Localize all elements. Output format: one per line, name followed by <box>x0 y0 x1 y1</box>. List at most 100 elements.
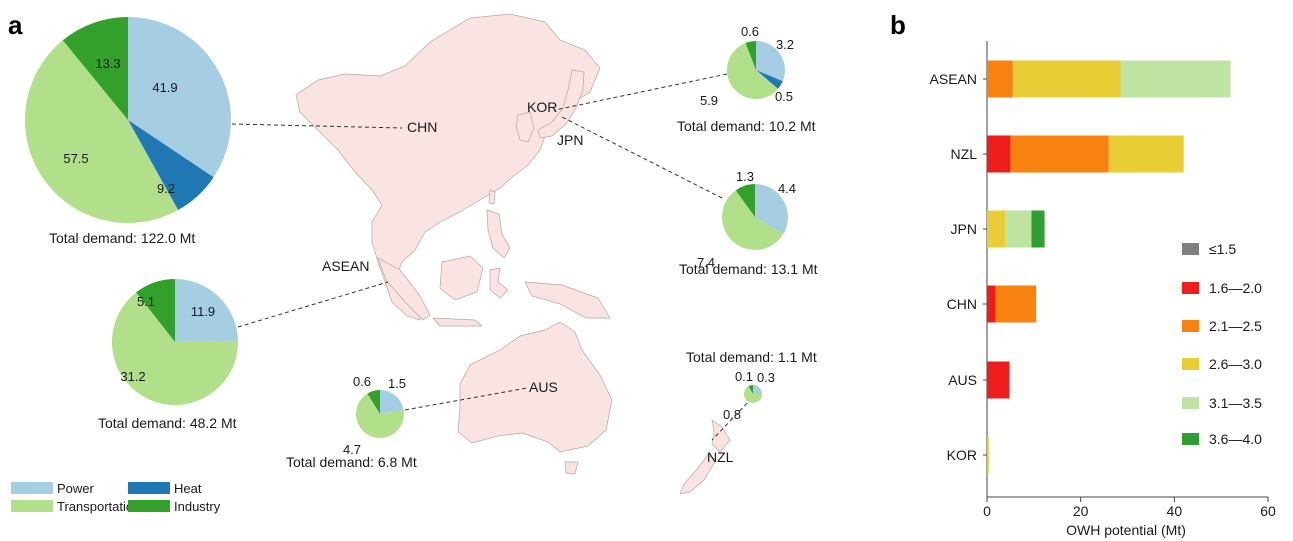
legend-swatch-transportation <box>11 500 53 512</box>
legend-label-industry: Industry <box>174 499 221 514</box>
map-nz-north <box>711 419 731 453</box>
pie-label-aus-industry: 0.6 <box>353 374 371 389</box>
total-demand-chn: Total demand: 122.0 Mt <box>49 230 195 246</box>
pie-kor: 3.2 0.5 5.9 0.6 <box>700 24 794 108</box>
bar-segment-kor-3 <box>987 436 989 474</box>
map-tasmania <box>564 461 579 475</box>
map-korea <box>515 111 535 143</box>
map-sumatra <box>377 257 431 321</box>
pie-charts: 41.9 9.2 57.5 13.3 11.9 31.2 5.1 3.2 0.5 5.9 0.6 4.… <box>24 17 796 457</box>
bar-y-ticks: ASEAN NZL JPN CHN AUS KOR <box>930 71 987 463</box>
pie-slice-nzl-industry <box>748 385 753 394</box>
map-java <box>432 317 483 327</box>
panel-a-legend: Power Heat Transportation Industry <box>11 481 221 514</box>
bar-x-ticks: 0 20 40 60 <box>983 497 1276 519</box>
legend-label-le-1-5: ≤1.5 <box>1209 241 1236 257</box>
bar-segment-asean-2 <box>987 60 1013 98</box>
legend-label-2-1-2-5: 2.1—2.5 <box>1209 318 1262 334</box>
bar-segment-asean-4 <box>1120 60 1231 98</box>
pie-label-asean-transportation: 31.2 <box>120 369 145 384</box>
legend-swatch-le-1-5 <box>1182 243 1199 255</box>
legend-label-transportation: Transportation <box>57 499 140 514</box>
pie-nzl: 0.3 0.8 0.1 <box>723 369 775 422</box>
legend-swatch-1-6-2-0 <box>1182 282 1199 294</box>
bar-category-label-chn: CHN <box>947 296 977 312</box>
leader-jpn <box>559 115 723 199</box>
legend-swatch-power <box>11 482 53 494</box>
pie-slice-kor-heat <box>756 70 783 89</box>
pie-slice-nzl-power <box>753 385 762 394</box>
panel-a-label: a <box>8 10 23 40</box>
pie-label-kor-heat: 0.5 <box>775 89 793 104</box>
map-nz-south <box>679 454 717 495</box>
asia-pacific-map <box>295 13 731 495</box>
leader-chn <box>231 123 403 129</box>
total-demand-kor: Total demand: 10.2 Mt <box>677 118 816 134</box>
pie-label-chn-transportation: 57.5 <box>63 151 88 166</box>
owh-potential-bar-chart: ASEAN NZL JPN CHN AUS KOR 0 20 40 60 OWH potenti… <box>930 41 1276 538</box>
pie-jpn: 4.4 7.4 1.3 <box>697 169 796 270</box>
pie-label-chn-heat: 9.2 <box>157 181 175 196</box>
map-new-guinea <box>524 281 611 319</box>
map-label-chn: CHN <box>407 119 437 135</box>
bar-segment-nzl-1 <box>987 135 1011 173</box>
pie-slice-kor-transportation <box>726 42 779 100</box>
map-philippines <box>486 209 511 259</box>
pie-slice-aus-transportation <box>355 393 404 438</box>
pie-asean: 11.9 31.2 5.1 <box>112 279 239 405</box>
pie-label-kor-transportation: 5.9 <box>700 93 718 108</box>
bar-segment-aus-1 <box>987 361 1010 399</box>
pie-label-nzl-power: 0.3 <box>757 370 775 385</box>
pie-slice-jpn-transportation <box>721 190 784 251</box>
bar-segment-jpn-4 <box>1005 210 1032 248</box>
pie-slice-aus-industry <box>367 390 380 414</box>
pie-label-kor-industry: 0.6 <box>741 24 759 39</box>
pie-slice-kor-industry <box>745 41 756 70</box>
pie-slice-asean-power <box>175 279 238 342</box>
bar-x-axis-label: OWH potential (Mt) <box>1066 522 1186 538</box>
pie-slice-chn-power <box>128 17 231 178</box>
pie-label-kor-power: 3.2 <box>776 37 794 52</box>
leader-kor <box>554 73 728 111</box>
pie-chn: 41.9 9.2 57.5 13.3 <box>24 17 231 224</box>
bar-segment-chn-1 <box>987 285 996 323</box>
pie-label-chn-industry: 13.3 <box>95 56 120 71</box>
map-label-aus: AUS <box>529 379 558 395</box>
legend-swatch-3-1-3-5 <box>1182 397 1199 409</box>
map-label-nzl: NZL <box>707 449 734 465</box>
bar-category-label-kor: KOR <box>947 447 977 463</box>
map-borneo <box>439 255 484 301</box>
bar-segment-jpn-5 <box>1031 210 1045 248</box>
pie-label-nzl-transportation: 0.8 <box>723 407 741 422</box>
legend-swatch-heat <box>128 482 170 494</box>
pie-label-aus-transportation: 4.7 <box>343 442 361 457</box>
map-australia <box>457 321 613 453</box>
legend-swatch-industry <box>128 500 170 512</box>
bar-x-tick-label-40: 40 <box>1167 503 1183 519</box>
bar-category-label-nzl: NZL <box>951 146 978 162</box>
pie-slice-kor-power <box>756 41 786 82</box>
pie-slice-nzl-transportation <box>744 386 762 404</box>
bar-category-label-asean: ASEAN <box>930 71 977 87</box>
legend-swatch-3-6-4-0 <box>1182 433 1199 445</box>
pie-label-asean-power: 11.9 <box>191 304 215 319</box>
pie-slice-chn-transportation <box>24 40 179 224</box>
total-demand-labels: Total demand: 122.0 Mt Total demand: 48.… <box>49 118 818 470</box>
map-taiwan <box>488 189 496 205</box>
legend-label-power: Power <box>57 481 95 496</box>
bar-x-tick-label-0: 0 <box>983 503 991 519</box>
total-demand-nzl: Total demand: 1.1 Mt <box>686 349 817 365</box>
pie-label-jpn-transportation: 7.4 <box>697 255 715 270</box>
total-demand-aus: Total demand: 6.8 Mt <box>286 454 417 470</box>
map-sulawesi <box>489 267 509 299</box>
pie-slice-chn-heat <box>128 120 214 211</box>
pie-label-asean-industry: 5.1 <box>137 294 155 309</box>
total-demand-jpn: Total demand: 13.1 Mt <box>679 261 818 277</box>
pie-slice-jpn-industry <box>735 184 755 217</box>
pie-aus: 1.5 4.7 0.6 <box>343 374 406 457</box>
map-label-jpn: JPN <box>557 132 583 148</box>
pie-slice-chn-industry <box>62 17 128 120</box>
pie-slice-aus-power <box>380 390 404 414</box>
pie-label-jpn-industry: 1.3 <box>736 169 754 184</box>
